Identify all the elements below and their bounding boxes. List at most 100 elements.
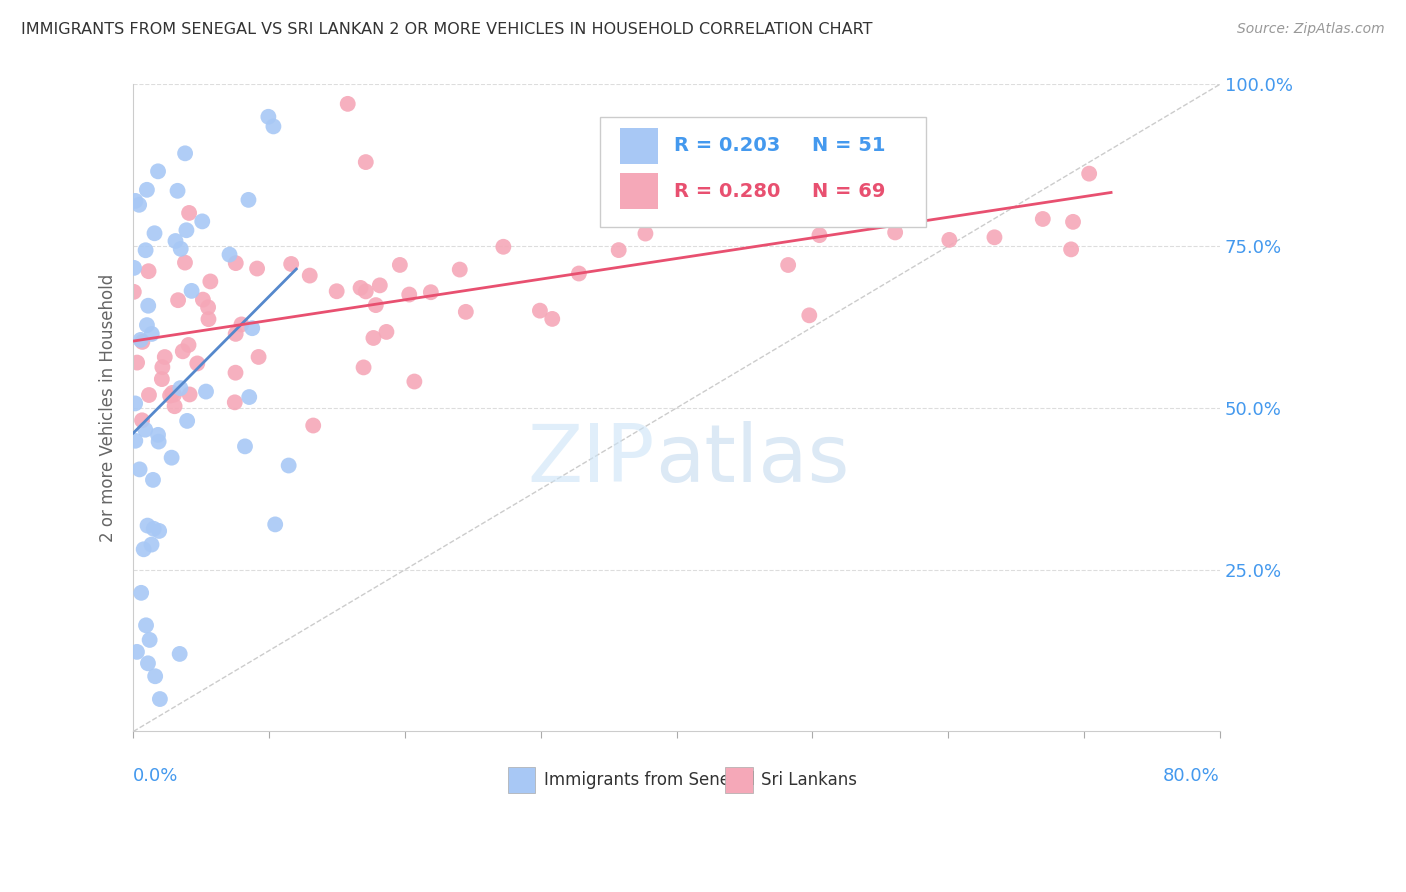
Point xyxy=(132,542,155,557)
Point xyxy=(174,146,197,161)
Text: Immigrants from Senegal: Immigrants from Senegal xyxy=(544,771,755,789)
Point xyxy=(122,260,145,275)
Point xyxy=(186,356,208,370)
Text: 0.0%: 0.0% xyxy=(134,767,179,785)
Point xyxy=(325,285,347,299)
Point xyxy=(153,350,176,364)
Point xyxy=(224,395,246,409)
Point xyxy=(148,524,170,538)
Point xyxy=(231,318,253,332)
Point xyxy=(146,164,169,178)
Point xyxy=(170,242,193,256)
Point xyxy=(364,298,387,312)
Point xyxy=(180,284,202,298)
Point xyxy=(174,255,197,269)
Point xyxy=(247,350,270,364)
Point xyxy=(127,355,149,369)
Point xyxy=(607,243,630,257)
Text: R = 0.280: R = 0.280 xyxy=(675,182,780,201)
Point xyxy=(225,256,247,270)
Point xyxy=(200,275,222,289)
Text: 80.0%: 80.0% xyxy=(1163,767,1220,785)
Point xyxy=(176,223,198,237)
Point xyxy=(162,385,184,400)
Point xyxy=(388,258,411,272)
Point xyxy=(142,522,165,536)
Point xyxy=(124,396,146,410)
Point xyxy=(264,517,287,532)
FancyBboxPatch shape xyxy=(600,117,927,227)
Point xyxy=(354,155,377,169)
Point xyxy=(1032,211,1054,226)
Point xyxy=(884,226,907,240)
Point xyxy=(138,632,160,647)
Text: IMMIGRANTS FROM SENEGAL VS SRI LANKAN 2 OR MORE VEHICLES IN HOUSEHOLD CORRELATIO: IMMIGRANTS FROM SENEGAL VS SRI LANKAN 2 … xyxy=(21,22,873,37)
FancyBboxPatch shape xyxy=(508,767,536,793)
Point xyxy=(419,285,441,300)
Text: R = 0.203: R = 0.203 xyxy=(675,136,780,155)
Point xyxy=(159,388,181,402)
Y-axis label: 2 or more Vehicles in Household: 2 or more Vehicles in Household xyxy=(100,274,117,542)
Point xyxy=(799,309,821,323)
Point xyxy=(218,247,240,261)
Point xyxy=(136,299,159,313)
Point xyxy=(363,331,385,345)
Point xyxy=(128,462,150,476)
Point xyxy=(124,434,146,448)
Point xyxy=(246,261,269,276)
Point xyxy=(143,669,166,683)
Point xyxy=(160,450,183,465)
Point xyxy=(136,318,159,332)
Text: N = 51: N = 51 xyxy=(813,136,886,155)
Point xyxy=(150,360,173,375)
Point xyxy=(146,428,169,442)
Point xyxy=(177,206,200,220)
Point xyxy=(808,228,831,243)
Point xyxy=(529,303,551,318)
Point xyxy=(141,326,163,341)
Point xyxy=(262,120,284,134)
Point xyxy=(142,473,165,487)
Point xyxy=(197,300,219,314)
Point xyxy=(354,285,377,299)
Point xyxy=(179,387,201,401)
Point xyxy=(225,326,247,341)
Point xyxy=(678,158,700,172)
Point xyxy=(135,183,157,197)
Point xyxy=(368,278,391,293)
Point xyxy=(131,413,153,427)
FancyBboxPatch shape xyxy=(620,128,658,164)
Text: Source: ZipAtlas.com: Source: ZipAtlas.com xyxy=(1237,22,1385,37)
Point xyxy=(375,325,398,339)
Point xyxy=(148,434,170,449)
Point xyxy=(225,366,247,380)
Point xyxy=(141,538,163,552)
Point xyxy=(634,227,657,241)
Point xyxy=(195,384,218,399)
Point xyxy=(136,657,159,671)
Point xyxy=(122,285,145,299)
Point xyxy=(125,645,148,659)
Point xyxy=(124,194,146,208)
Text: Sri Lankans: Sri Lankans xyxy=(761,771,858,789)
Text: N = 69: N = 69 xyxy=(813,182,886,201)
Point xyxy=(733,183,755,197)
Point xyxy=(238,390,260,404)
Point xyxy=(191,214,214,228)
Point xyxy=(135,618,157,632)
Point xyxy=(167,293,190,308)
Point xyxy=(277,458,299,473)
Point xyxy=(938,233,960,247)
Point xyxy=(131,334,153,349)
Text: atlas: atlas xyxy=(655,421,849,499)
Point xyxy=(191,293,214,307)
Point xyxy=(983,230,1005,244)
Point xyxy=(449,262,471,277)
Point xyxy=(353,360,375,375)
Point xyxy=(398,287,420,301)
Point xyxy=(1062,215,1084,229)
Point xyxy=(568,267,591,281)
Point xyxy=(134,423,156,437)
Point xyxy=(149,692,172,706)
Point xyxy=(233,439,256,453)
